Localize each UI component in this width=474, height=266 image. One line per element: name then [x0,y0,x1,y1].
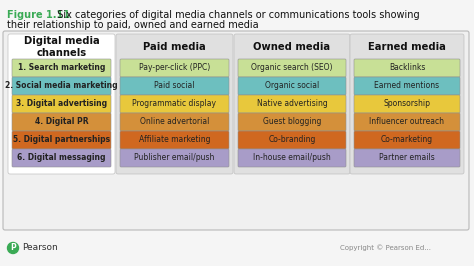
FancyBboxPatch shape [120,95,229,113]
FancyBboxPatch shape [354,59,460,77]
FancyBboxPatch shape [120,77,229,95]
Text: Co-branding: Co-branding [268,135,316,144]
Text: Partner emails: Partner emails [379,153,435,163]
Text: Influencer outreach: Influencer outreach [370,118,445,127]
Text: 1. Search marketing: 1. Search marketing [18,64,105,73]
Text: Online advertorial: Online advertorial [140,118,209,127]
FancyBboxPatch shape [120,149,229,167]
FancyBboxPatch shape [238,95,346,113]
FancyBboxPatch shape [120,59,229,77]
FancyBboxPatch shape [238,149,346,167]
FancyBboxPatch shape [354,95,460,113]
Text: Organic social: Organic social [265,81,319,90]
FancyBboxPatch shape [12,77,111,95]
Text: Paid social: Paid social [154,81,195,90]
FancyBboxPatch shape [12,113,111,131]
Text: Owned media: Owned media [254,42,330,52]
FancyBboxPatch shape [12,131,111,149]
Text: Backlinks: Backlinks [389,64,425,73]
FancyBboxPatch shape [238,131,346,149]
Text: 2. Social media marketing: 2. Social media marketing [5,81,118,90]
Text: 4. Digital PR: 4. Digital PR [35,118,88,127]
FancyBboxPatch shape [238,59,346,77]
Circle shape [8,243,18,253]
Text: Publisher email/push: Publisher email/push [134,153,215,163]
FancyBboxPatch shape [354,149,460,167]
FancyBboxPatch shape [354,131,460,149]
FancyBboxPatch shape [12,59,111,77]
Text: Co-marketing: Co-marketing [381,135,433,144]
Text: In-house email/push: In-house email/push [253,153,331,163]
Text: Digital media
channels: Digital media channels [24,36,100,58]
Text: Six categories of digital media channels or communications tools showing: Six categories of digital media channels… [51,10,419,20]
Text: their relationship to paid, owned and earned media: their relationship to paid, owned and ea… [7,20,259,30]
Text: Pearson: Pearson [22,243,58,252]
Text: P: P [10,243,16,252]
FancyBboxPatch shape [350,34,464,174]
FancyBboxPatch shape [354,77,460,95]
Text: Earned media: Earned media [368,42,446,52]
FancyBboxPatch shape [3,31,469,230]
Text: Sponsorship: Sponsorship [383,99,430,109]
FancyBboxPatch shape [234,34,350,174]
Text: 3. Digital advertising: 3. Digital advertising [16,99,107,109]
Text: 6. Digital messaging: 6. Digital messaging [17,153,106,163]
Text: Paid media: Paid media [143,42,206,52]
FancyBboxPatch shape [238,113,346,131]
Text: Earned mentions: Earned mentions [374,81,439,90]
Text: Programmatic display: Programmatic display [133,99,217,109]
Text: Pay-per-click (PPC): Pay-per-click (PPC) [139,64,210,73]
Text: Guest blogging: Guest blogging [263,118,321,127]
Text: 5. Digital partnerships: 5. Digital partnerships [13,135,110,144]
Text: Copyright © Pearson Ed...: Copyright © Pearson Ed... [340,245,431,251]
FancyBboxPatch shape [354,113,460,131]
Text: Organic search (SEO): Organic search (SEO) [251,64,333,73]
FancyBboxPatch shape [8,34,115,174]
FancyBboxPatch shape [238,77,346,95]
FancyBboxPatch shape [12,95,111,113]
FancyBboxPatch shape [12,149,111,167]
Text: Figure 1.11: Figure 1.11 [7,10,70,20]
Text: Affiliate marketing: Affiliate marketing [139,135,210,144]
FancyBboxPatch shape [116,34,233,174]
FancyBboxPatch shape [120,113,229,131]
FancyBboxPatch shape [120,131,229,149]
Text: Native advertising: Native advertising [256,99,328,109]
